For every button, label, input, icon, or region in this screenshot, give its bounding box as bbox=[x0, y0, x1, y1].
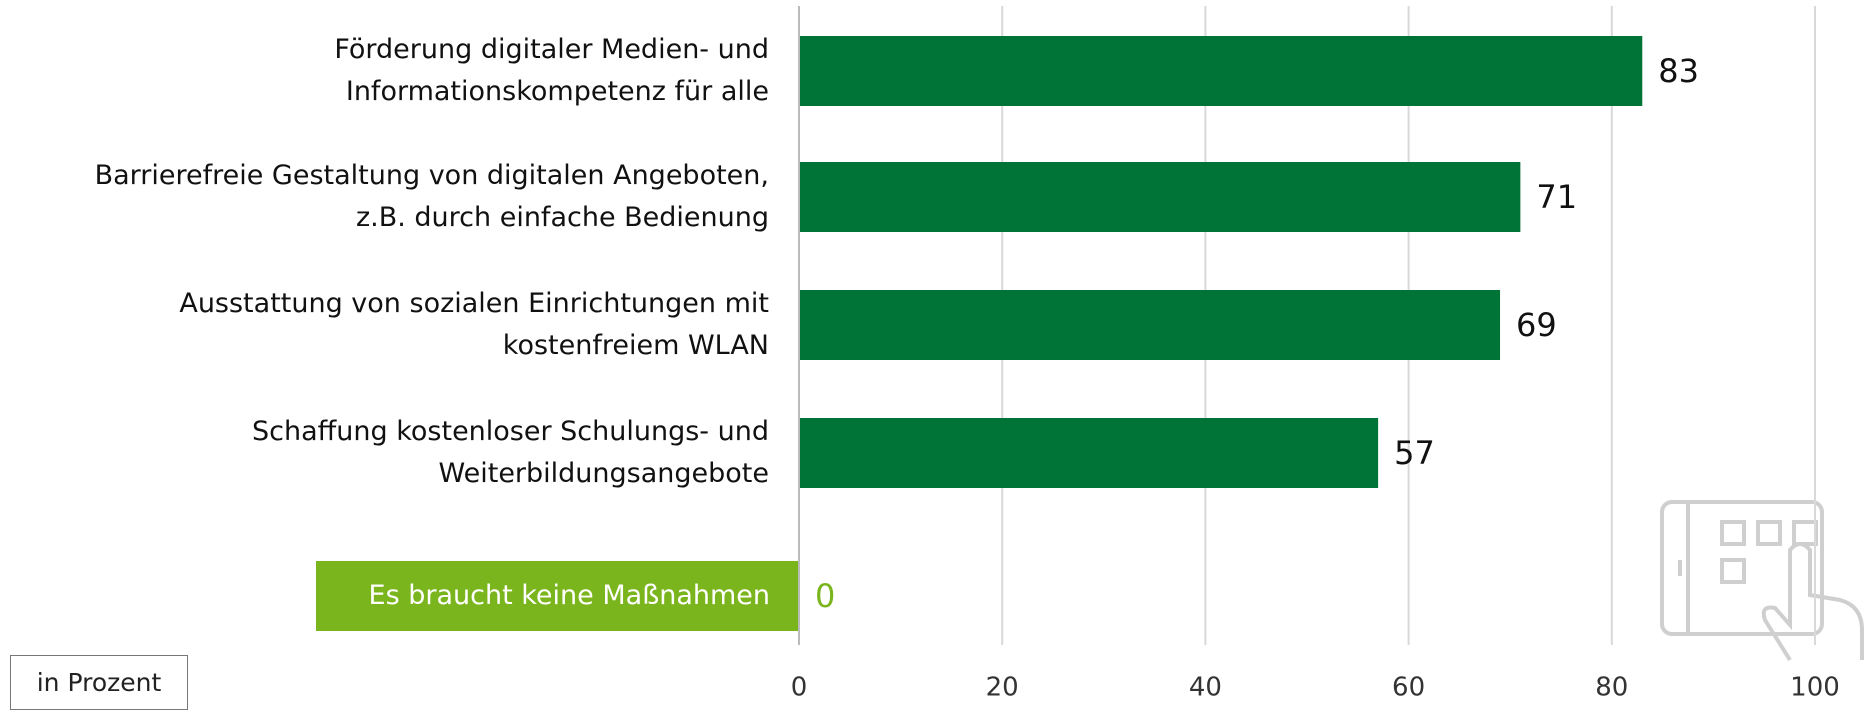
category-label: Es braucht keine Maßnahmen bbox=[368, 580, 770, 611]
bar bbox=[799, 162, 1521, 232]
category-label: Schaffung kostenloser Schulungs- und Wei… bbox=[252, 416, 769, 489]
value-label: 69 bbox=[1516, 306, 1557, 344]
x-tick-label: 60 bbox=[1392, 673, 1425, 703]
value-label: 71 bbox=[1536, 178, 1577, 216]
value-label: 83 bbox=[1658, 52, 1699, 90]
bar bbox=[799, 418, 1379, 488]
bar bbox=[799, 36, 1643, 106]
value-label: 57 bbox=[1394, 434, 1435, 472]
category-label: Barrierefreie Gestaltung von digitalen A… bbox=[94, 160, 769, 233]
x-tick-label: 0 bbox=[791, 673, 808, 703]
tablet-icon bbox=[1660, 500, 1864, 662]
x-tick-label: 100 bbox=[1790, 673, 1840, 703]
x-tick-label: 80 bbox=[1595, 673, 1628, 703]
x-tick-label: 40 bbox=[1189, 673, 1222, 703]
category-highlight bbox=[316, 561, 799, 631]
x-tick-label: 20 bbox=[986, 673, 1019, 703]
bar bbox=[799, 290, 1501, 360]
value-label: 0 bbox=[815, 577, 835, 615]
category-label: Ausstattung von sozialen Einrichtungen m… bbox=[179, 288, 769, 361]
category-label: Förderung digitaler Medien- und Informat… bbox=[334, 34, 769, 107]
unit-note: in Prozent bbox=[10, 655, 188, 710]
